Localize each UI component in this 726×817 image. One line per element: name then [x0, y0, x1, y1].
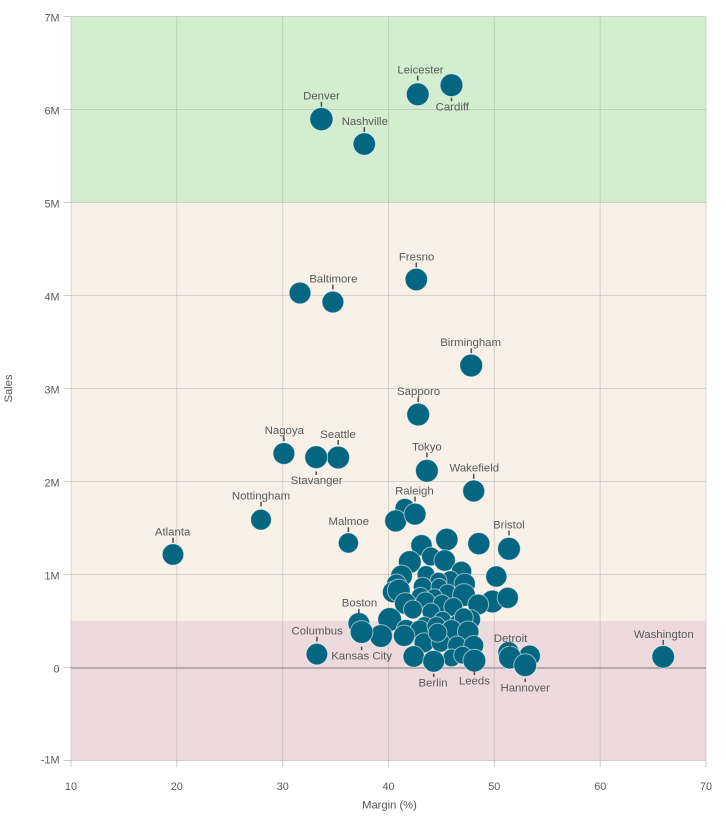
svg-text:Tokyo: Tokyo: [412, 441, 442, 453]
svg-text:70: 70: [700, 781, 712, 793]
svg-text:Malmoe: Malmoe: [329, 516, 370, 528]
svg-text:2M: 2M: [45, 478, 60, 490]
svg-text:Leeds: Leeds: [459, 675, 490, 687]
svg-text:Hannover: Hannover: [501, 682, 551, 694]
svg-text:Cardiff: Cardiff: [436, 102, 470, 114]
svg-text:Washington: Washington: [634, 629, 694, 641]
svg-text:5M: 5M: [45, 199, 60, 211]
svg-text:Boston: Boston: [342, 598, 377, 610]
svg-text:6M: 6M: [45, 106, 60, 118]
svg-text:7M: 7M: [45, 13, 60, 25]
svg-text:4M: 4M: [45, 292, 60, 304]
svg-text:Nashville: Nashville: [342, 116, 388, 128]
svg-text:0: 0: [53, 664, 59, 676]
svg-text:Atlanta: Atlanta: [155, 527, 191, 539]
svg-text:Bristol: Bristol: [493, 519, 525, 531]
svg-text:Nottingham: Nottingham: [232, 491, 290, 503]
svg-text:Baltimore: Baltimore: [309, 273, 357, 285]
svg-text:Nagoya: Nagoya: [265, 425, 305, 437]
svg-text:Denver: Denver: [303, 91, 340, 103]
svg-text:Seattle: Seattle: [320, 429, 355, 441]
svg-text:Leicester: Leicester: [397, 65, 443, 77]
svg-text:1M: 1M: [45, 571, 60, 583]
svg-text:10: 10: [65, 781, 77, 793]
svg-text:Wakefield: Wakefield: [450, 463, 500, 475]
svg-text:Kansas City: Kansas City: [331, 651, 392, 663]
svg-text:60: 60: [594, 781, 606, 793]
svg-text:Stavanger: Stavanger: [291, 475, 343, 487]
svg-text:-1M: -1M: [41, 755, 60, 767]
svg-text:Margin (%): Margin (%): [362, 800, 417, 812]
svg-text:40: 40: [382, 781, 394, 793]
svg-text:Birmingham: Birmingham: [440, 337, 501, 349]
svg-text:50: 50: [488, 781, 500, 793]
svg-text:Detroit: Detroit: [494, 633, 528, 645]
svg-text:Berlin: Berlin: [418, 677, 447, 689]
svg-text:Columbus: Columbus: [292, 626, 344, 638]
svg-text:3M: 3M: [45, 385, 60, 397]
svg-text:Raleigh: Raleigh: [395, 485, 434, 497]
svg-text:20: 20: [171, 781, 183, 793]
svg-text:Sales: Sales: [3, 374, 15, 402]
svg-text:30: 30: [277, 781, 289, 793]
svg-text:Fresno: Fresno: [399, 251, 434, 263]
svg-text:Sapporo: Sapporo: [397, 386, 440, 398]
